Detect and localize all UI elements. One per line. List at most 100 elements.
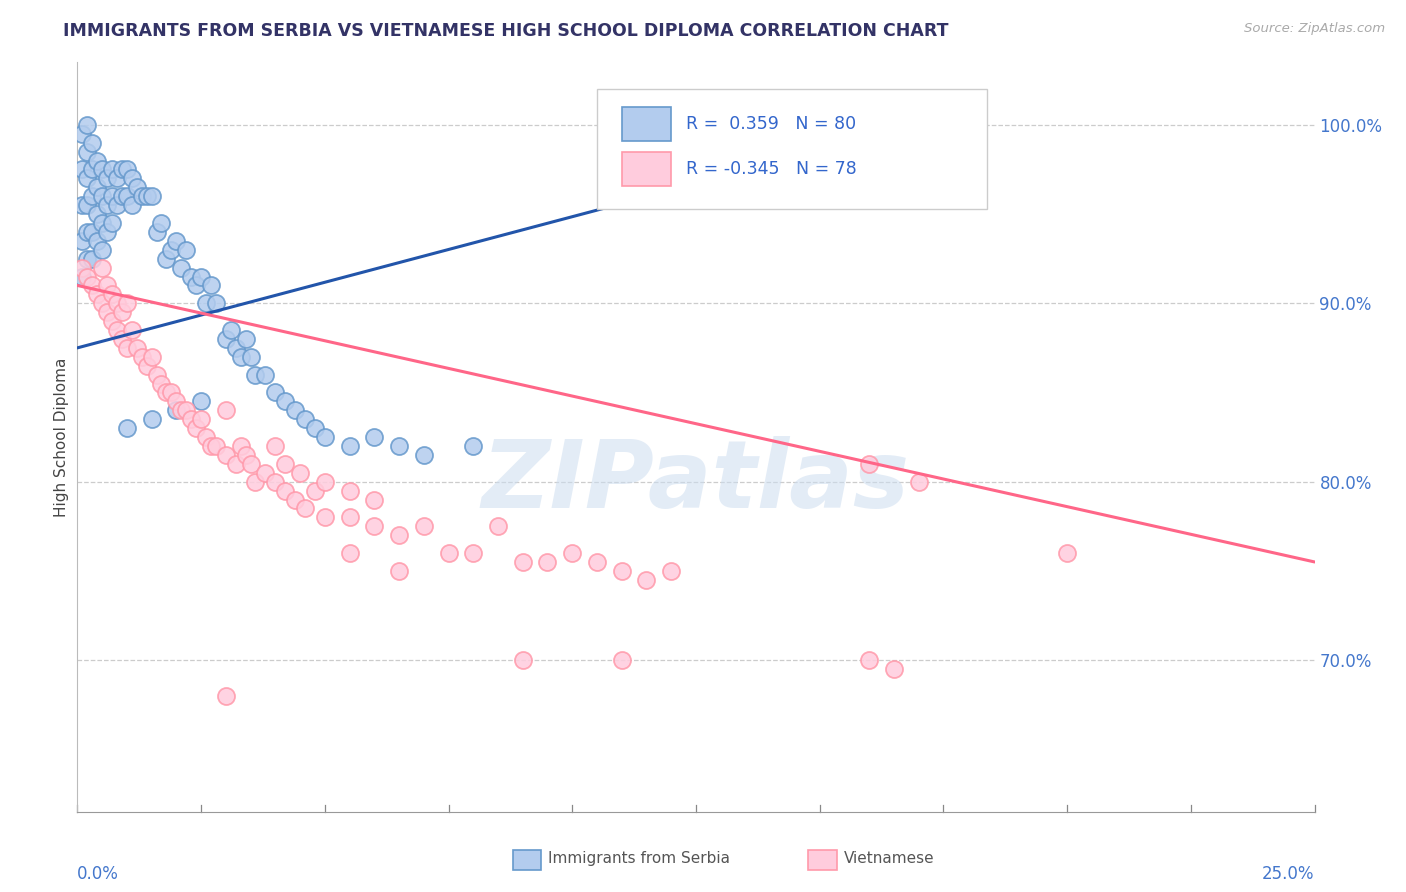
Point xyxy=(274,483,297,498)
Point xyxy=(105,323,128,337)
Point xyxy=(363,519,385,533)
Point xyxy=(463,546,485,560)
Point xyxy=(388,564,411,578)
Point xyxy=(284,403,307,417)
Point xyxy=(72,127,94,141)
Point xyxy=(91,162,114,177)
Point xyxy=(82,136,104,150)
Text: R =  0.359   N = 80: R = 0.359 N = 80 xyxy=(686,115,856,133)
Point xyxy=(412,519,434,533)
Point xyxy=(155,385,177,400)
Point xyxy=(190,394,212,409)
Point xyxy=(91,296,114,310)
Point xyxy=(184,278,207,293)
Point xyxy=(254,368,277,382)
Point xyxy=(304,421,326,435)
Point xyxy=(314,510,336,524)
Point xyxy=(274,394,297,409)
Text: Vietnamese: Vietnamese xyxy=(844,851,934,865)
Point xyxy=(86,153,108,168)
Point xyxy=(105,198,128,212)
Bar xyxy=(621,153,671,186)
Point xyxy=(141,350,163,364)
Point xyxy=(86,207,108,221)
Point xyxy=(115,421,138,435)
Point xyxy=(165,403,187,417)
Point xyxy=(105,296,128,310)
Point xyxy=(150,216,173,230)
Point xyxy=(463,439,485,453)
Point xyxy=(339,510,361,524)
Point xyxy=(111,305,134,319)
Point xyxy=(190,412,212,426)
Point xyxy=(215,689,238,703)
Point xyxy=(486,519,509,533)
Point xyxy=(586,555,609,569)
Point xyxy=(610,564,633,578)
Text: Immigrants from Serbia: Immigrants from Serbia xyxy=(548,851,730,865)
Point xyxy=(141,189,163,203)
Point xyxy=(76,225,98,239)
Point xyxy=(274,457,297,471)
Point xyxy=(150,376,173,391)
Point xyxy=(82,278,104,293)
Point xyxy=(115,189,138,203)
Point xyxy=(145,368,167,382)
Point xyxy=(388,439,411,453)
Point xyxy=(304,483,326,498)
Point xyxy=(536,555,558,569)
Point xyxy=(76,145,98,159)
Point xyxy=(1056,546,1078,560)
Point xyxy=(96,305,118,319)
Point xyxy=(160,243,183,257)
Point xyxy=(239,457,262,471)
Point xyxy=(907,136,929,150)
Point xyxy=(264,385,287,400)
Point xyxy=(245,368,267,382)
Point xyxy=(229,350,252,364)
Point xyxy=(858,457,880,471)
Point xyxy=(339,439,361,453)
Point xyxy=(174,403,197,417)
Point xyxy=(135,189,157,203)
Point xyxy=(72,198,94,212)
Point xyxy=(101,314,124,328)
Point xyxy=(245,475,267,489)
Point xyxy=(363,430,385,444)
Point xyxy=(314,475,336,489)
Point xyxy=(86,180,108,194)
Point xyxy=(512,555,534,569)
Point xyxy=(561,546,583,560)
Point xyxy=(205,439,228,453)
Point xyxy=(180,412,202,426)
Point xyxy=(121,171,143,186)
Y-axis label: High School Diploma: High School Diploma xyxy=(53,358,69,516)
Point xyxy=(180,269,202,284)
Point xyxy=(72,234,94,248)
Point xyxy=(115,341,138,355)
Point xyxy=(610,653,633,667)
Point xyxy=(858,145,880,159)
Point xyxy=(512,653,534,667)
Point xyxy=(200,278,222,293)
Point xyxy=(76,171,98,186)
Text: ZIPatlas: ZIPatlas xyxy=(482,436,910,528)
Point xyxy=(96,278,118,293)
Text: R = -0.345   N = 78: R = -0.345 N = 78 xyxy=(686,160,856,178)
Point xyxy=(235,448,257,462)
Point xyxy=(91,216,114,230)
Text: Source: ZipAtlas.com: Source: ZipAtlas.com xyxy=(1244,22,1385,36)
Point xyxy=(388,528,411,542)
Text: 25.0%: 25.0% xyxy=(1263,865,1315,883)
Point xyxy=(219,323,242,337)
Point xyxy=(264,475,287,489)
Point xyxy=(131,350,153,364)
Point xyxy=(610,145,633,159)
Point xyxy=(339,546,361,560)
Point xyxy=(205,296,228,310)
Point xyxy=(184,421,207,435)
Point xyxy=(294,412,316,426)
Point xyxy=(96,198,118,212)
Point xyxy=(111,332,134,346)
Point xyxy=(254,466,277,480)
